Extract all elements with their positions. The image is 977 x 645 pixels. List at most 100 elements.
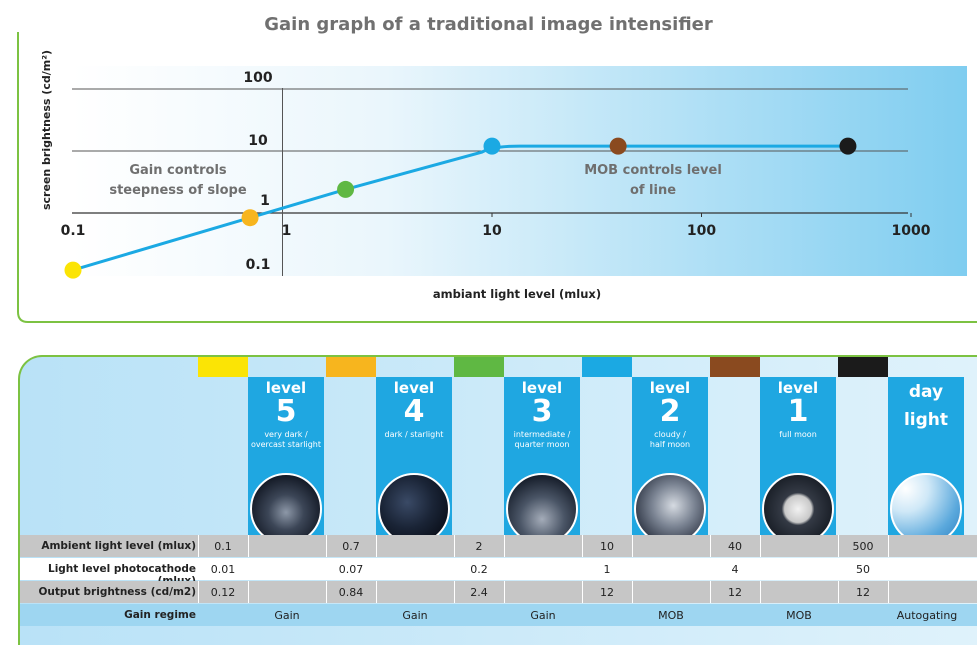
level-card: level 2 cloudy / half moon bbox=[632, 377, 708, 545]
level-word: level bbox=[265, 379, 307, 397]
regime-cell: MOB bbox=[786, 609, 812, 622]
level-color-swatch bbox=[454, 357, 504, 377]
level-description: dark / starlight bbox=[384, 430, 444, 439]
level-word: level bbox=[777, 379, 819, 397]
row-label: Gain regime bbox=[124, 609, 196, 621]
cell-divider bbox=[376, 581, 377, 603]
table-row: Light level photocathode (mlux)0.010.070… bbox=[20, 558, 977, 587]
table-cell: 0.1 bbox=[214, 540, 232, 553]
cell-divider bbox=[454, 535, 455, 557]
level-card: level 3 intermediate / quarter moon bbox=[504, 377, 580, 545]
sky-image bbox=[250, 473, 322, 545]
annotation-line: of line bbox=[630, 183, 676, 198]
plot-area bbox=[72, 66, 967, 276]
cell-divider bbox=[582, 558, 583, 580]
level-column: level 2 cloudy / half moon bbox=[582, 357, 710, 627]
y-tick-label: 0.1 bbox=[246, 257, 271, 273]
annotation-gain: Gain controls steepness of slope bbox=[109, 163, 247, 198]
cell-divider bbox=[632, 581, 633, 603]
day-word: day bbox=[908, 382, 944, 402]
page-title: Gain graph of a traditional image intens… bbox=[264, 14, 713, 35]
cell-divider bbox=[504, 558, 505, 580]
y-tick-label: 10 bbox=[248, 133, 268, 149]
level-color-swatch bbox=[326, 357, 376, 377]
annotation-line: Gain controls bbox=[129, 163, 227, 178]
level-column: level 3 intermediate / quarter moon bbox=[454, 357, 582, 627]
table-cell: 0.12 bbox=[210, 586, 236, 599]
cell-divider bbox=[454, 581, 455, 603]
level-number: 5 bbox=[275, 394, 297, 429]
cell-divider bbox=[710, 535, 711, 557]
data-point bbox=[241, 209, 259, 227]
y-tick-label: 100 bbox=[243, 70, 272, 86]
cell-divider bbox=[504, 535, 505, 557]
level-description: intermediate / quarter moon bbox=[513, 430, 571, 449]
cell-divider bbox=[582, 581, 583, 603]
chart-frame bbox=[17, 32, 977, 323]
cell-divider bbox=[248, 581, 249, 603]
annotation-mob: MOB controls level of line bbox=[584, 163, 722, 198]
table-cell: 2.4 bbox=[470, 586, 488, 599]
level-color-swatch bbox=[198, 357, 248, 377]
table-cell: 4 bbox=[731, 563, 739, 576]
regime-cell: MOB bbox=[658, 609, 684, 622]
sky-image bbox=[890, 473, 962, 545]
level-color-swatch bbox=[710, 357, 760, 377]
level-number: 1 bbox=[787, 394, 809, 429]
regime-cell: Autogating bbox=[896, 609, 958, 622]
level-number: 4 bbox=[403, 394, 425, 429]
table-cell: 0.07 bbox=[338, 563, 364, 576]
x-tick-label: 1000 bbox=[892, 223, 931, 239]
cell-divider bbox=[326, 535, 327, 557]
table-row: Ambient light level (mlux) 0.1 0.7 2 10 40 500 bbox=[20, 535, 977, 557]
level-color-swatch bbox=[838, 357, 888, 377]
cell-divider bbox=[198, 581, 199, 603]
annotation-line: MOB controls level bbox=[584, 163, 722, 178]
level-card: level 5 very dark / overcast starlight bbox=[248, 377, 324, 545]
cell-divider bbox=[888, 558, 889, 580]
cell-divider bbox=[582, 535, 583, 557]
table-cell: 10 bbox=[600, 540, 614, 553]
cell-divider bbox=[760, 581, 761, 603]
sky-image bbox=[634, 473, 706, 545]
tick-labels: 0.1 1 10 100 1000 0.1 1 10 100 bbox=[61, 70, 931, 273]
table-cell: 12 bbox=[856, 586, 870, 599]
y-tick-label: 1 bbox=[260, 193, 270, 209]
cell-divider bbox=[888, 581, 889, 603]
table-cell: 50 bbox=[856, 563, 870, 576]
cell-divider bbox=[838, 535, 839, 557]
level-word: level bbox=[521, 379, 563, 397]
level-card: level 4 dark / starlight bbox=[376, 377, 452, 545]
level-description: full moon bbox=[779, 430, 817, 439]
x-tick-label: 0.1 bbox=[61, 223, 86, 239]
cell-divider bbox=[888, 535, 889, 557]
table-cell: 1 bbox=[603, 563, 611, 576]
regime-cell: Gain bbox=[530, 609, 556, 622]
level-column: level 5 very dark / overcast starlight bbox=[198, 357, 326, 627]
regime-row: Gain regime Gain Gain Gain MOB MOB Autogating bbox=[20, 604, 977, 626]
table-cell: 2 bbox=[475, 540, 483, 553]
cell-divider bbox=[838, 581, 839, 603]
table-cell: 0.2 bbox=[470, 563, 488, 576]
cell-divider bbox=[376, 558, 377, 580]
cell-divider bbox=[454, 558, 455, 580]
table-cell: 0.84 bbox=[338, 586, 364, 599]
level-number: 2 bbox=[659, 394, 681, 429]
sky-image bbox=[506, 473, 578, 545]
sky-image bbox=[378, 473, 450, 545]
regime-cell: Gain bbox=[274, 609, 300, 622]
x-tick-label: 100 bbox=[687, 223, 716, 239]
cell-divider bbox=[760, 535, 761, 557]
level-card: level 1 full moon bbox=[760, 377, 836, 545]
data-point bbox=[337, 180, 355, 198]
level-color-swatch bbox=[582, 357, 632, 377]
row-label: Ambient light level (mlux) bbox=[41, 540, 196, 552]
cell-divider bbox=[504, 581, 505, 603]
cell-divider bbox=[248, 535, 249, 557]
table-cell: 12 bbox=[600, 586, 614, 599]
x-axis-label: ambiant light level (mlux) bbox=[433, 287, 601, 301]
data-point bbox=[64, 261, 82, 279]
table-cell: 0.01 bbox=[210, 563, 236, 576]
cell-divider bbox=[838, 558, 839, 580]
data-point bbox=[609, 137, 627, 155]
